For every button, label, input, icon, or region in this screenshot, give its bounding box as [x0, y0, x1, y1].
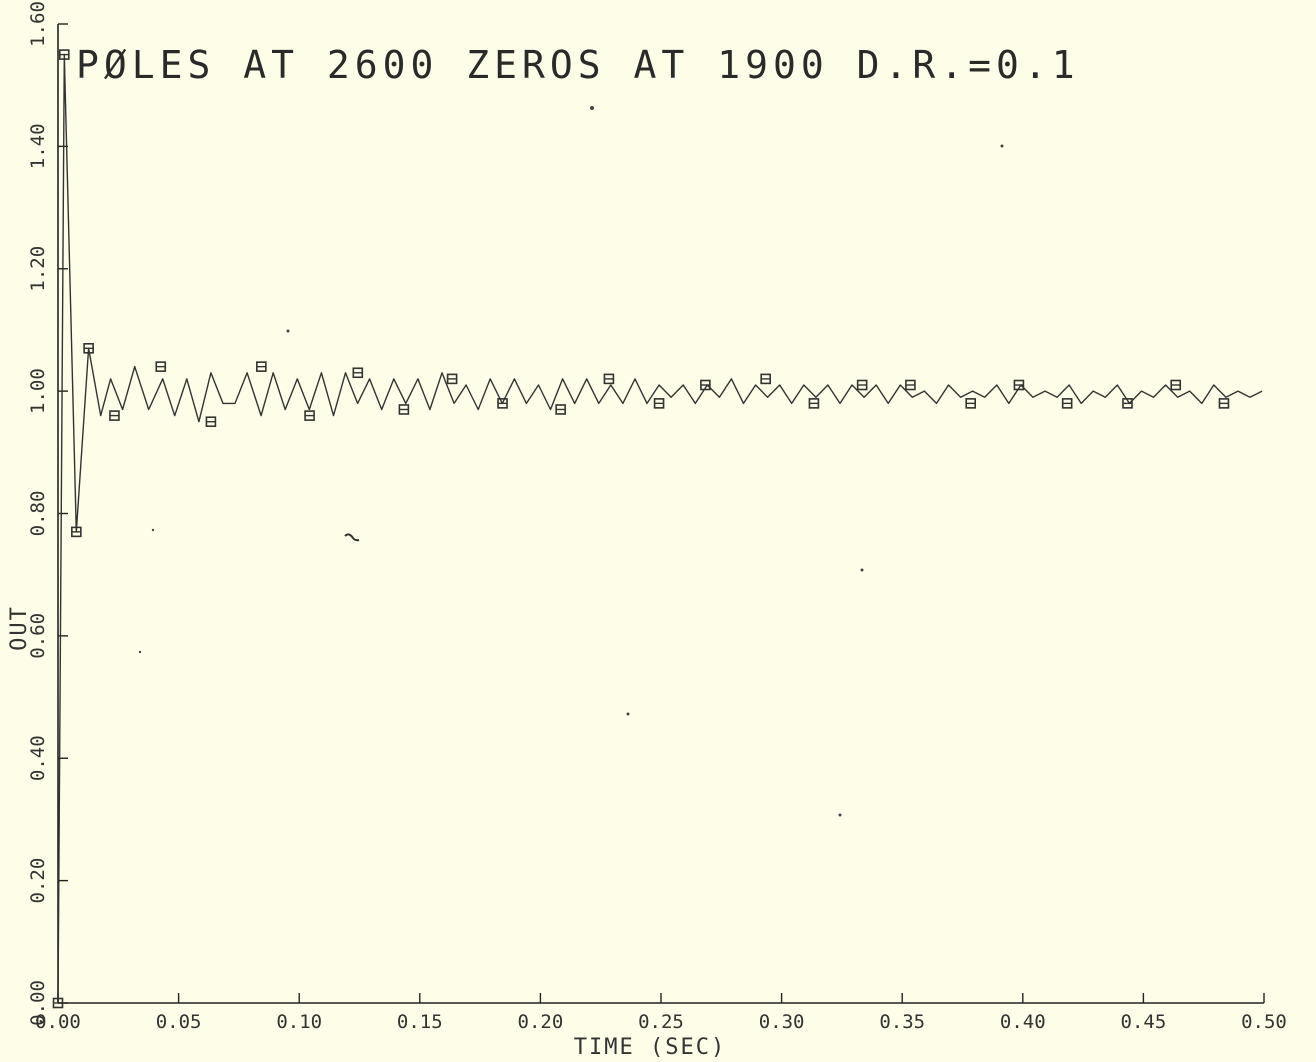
y-tick-label: 0.00	[27, 980, 49, 1026]
y-tick-label: 0.20	[27, 858, 49, 904]
x-axis-label: TIME (SEC)	[574, 1035, 726, 1060]
markers-group	[52, 49, 1230, 1009]
x-tick-label: 0.45	[1121, 1011, 1167, 1033]
data-point	[1122, 398, 1133, 409]
data-point	[603, 373, 615, 385]
data-point	[304, 410, 315, 421]
series-group	[57, 53, 1263, 1004]
series-line	[57, 53, 1263, 1004]
speck	[590, 106, 594, 110]
speck	[151, 528, 155, 532]
speck	[286, 329, 290, 333]
x-tick-label: 0.35	[879, 1011, 925, 1033]
y-axis-label: OUT	[7, 605, 32, 651]
x-tick-label: 0.05	[156, 1011, 202, 1033]
data-point	[1218, 398, 1230, 409]
data-point	[155, 361, 167, 372]
y-tick-label: 0.80	[27, 491, 49, 537]
speck	[860, 568, 864, 572]
data-point	[71, 526, 82, 538]
x-tick-label: 0.40	[1000, 1011, 1046, 1033]
x-tick-label: 0.50	[1241, 1011, 1287, 1033]
speck	[838, 813, 842, 817]
data-point	[555, 404, 566, 415]
data-point	[1061, 398, 1073, 409]
y-tick-label: 1.40	[27, 123, 49, 169]
data-point	[497, 398, 508, 409]
x-tick-label: 0.00	[35, 1011, 81, 1033]
chart-title: PØLES AT 2600 ZEROS AT 1900 D.R.=0.1	[76, 43, 1080, 87]
y-axis-ticks: 0.00 0.20 0.40 0.60 0.80 1.00 1.20 1.40 1.60	[27, 1, 68, 1026]
data-point	[58, 49, 70, 60]
data-point	[965, 398, 977, 409]
data-point	[808, 398, 820, 409]
x-tick-label: 0.15	[397, 1011, 443, 1033]
x-tick-label: 0.25	[638, 1011, 684, 1033]
data-point	[700, 379, 711, 391]
x-axis-ticks: 0.00 0.05 0.10 0.15 0.20 0.25 0.30 0.35 0.40 0.45…	[35, 993, 1287, 1033]
ink-mark	[344, 533, 360, 542]
data-point	[205, 416, 217, 428]
data-point	[760, 373, 771, 385]
data-point	[83, 342, 94, 354]
data-point	[352, 367, 364, 379]
y-tick-label: 1.60	[27, 1, 49, 47]
x-tick-label: 0.30	[759, 1011, 805, 1033]
y-tick-label: 0.40	[27, 735, 49, 781]
y-tick-label: 0.60	[27, 613, 49, 659]
data-point	[653, 398, 665, 409]
data-point	[398, 404, 410, 415]
x-tick-label: 0.20	[518, 1011, 564, 1033]
data-point	[1013, 379, 1025, 391]
speck	[626, 712, 630, 716]
data-point	[1170, 379, 1182, 391]
data-point	[905, 379, 916, 391]
data-point	[446, 373, 458, 385]
y-tick-label: 1.00	[27, 368, 49, 414]
x-tick-label: 0.10	[276, 1011, 322, 1033]
data-point	[856, 379, 868, 391]
data-point	[256, 361, 267, 372]
data-point	[109, 410, 120, 421]
speck	[138, 650, 142, 654]
data-point	[52, 997, 64, 1009]
y-tick-label: 1.20	[27, 246, 49, 292]
speck	[1000, 144, 1004, 148]
